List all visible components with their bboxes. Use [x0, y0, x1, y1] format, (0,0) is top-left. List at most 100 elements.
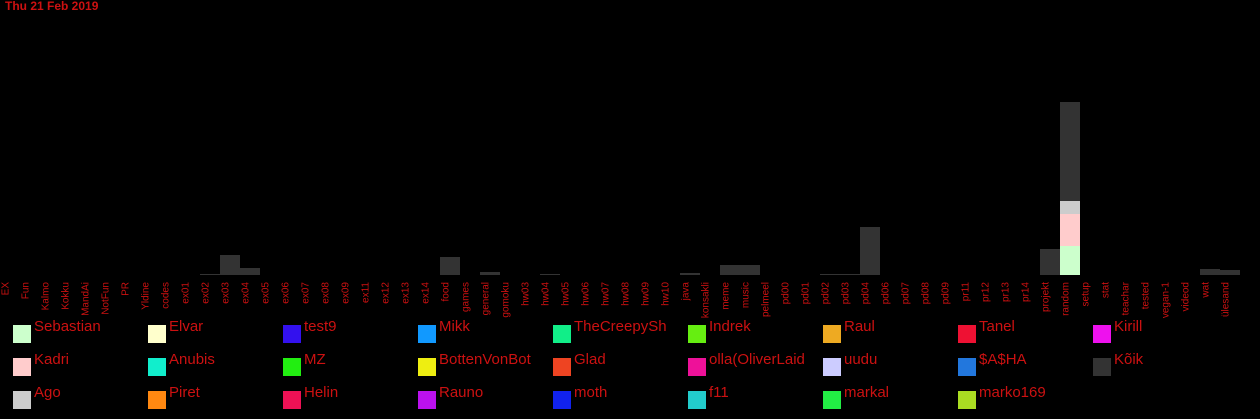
x-tick-label: pd08 — [921, 282, 932, 305]
legend-swatch — [688, 358, 706, 376]
x-tick-label: pr12 — [981, 282, 992, 302]
bar-segment — [840, 274, 860, 275]
x-tick-label: pd06 — [881, 282, 892, 305]
x-tick-label: stat — [1101, 282, 1112, 298]
legend-swatch — [1093, 358, 1111, 376]
x-tick-label: EX — [1, 282, 12, 296]
x-tick-label: konsakli — [701, 282, 712, 318]
legend-label: Kadri — [34, 351, 69, 368]
legend-swatch — [553, 325, 571, 343]
x-tick-label: projekt — [1041, 282, 1052, 312]
x-tick-label: ex13 — [401, 282, 412, 304]
legend-swatch — [823, 325, 841, 343]
x-tick-label: hw09 — [641, 282, 652, 306]
x-tick-label: ex02 — [201, 282, 212, 304]
legend-label: $A$HA — [979, 351, 1027, 368]
legend-swatch — [688, 391, 706, 409]
x-tick-label: hw05 — [561, 282, 572, 306]
legend-swatch — [958, 358, 976, 376]
bar-segment — [220, 255, 240, 275]
legend-label: Mikk — [439, 318, 470, 335]
legend-swatch — [418, 358, 436, 376]
legend-swatch — [1093, 325, 1111, 343]
x-tick-label: Yldine — [141, 282, 152, 310]
x-tick-label: pr13 — [1001, 282, 1012, 302]
legend-label: Anubis — [169, 351, 215, 368]
x-tick-label: ex05 — [261, 282, 272, 304]
x-tick-label: Fun — [21, 282, 32, 299]
legend-label: Raul — [844, 318, 875, 335]
x-tick-label: ex01 — [181, 282, 192, 304]
legend-label: MZ — [304, 351, 326, 368]
legend-label: uudu — [844, 351, 877, 368]
x-tick-label: ex14 — [421, 282, 432, 304]
x-tick-label: teachar — [1121, 281, 1132, 315]
legend-swatch — [823, 391, 841, 409]
x-tick-label: pd03 — [841, 282, 852, 305]
legend-label: TheCreepySh — [574, 318, 667, 335]
x-tick-label: pr11 — [961, 282, 972, 302]
bar-segment — [1060, 214, 1080, 246]
x-tick-label: hw08 — [621, 282, 632, 306]
legend-label: markal — [844, 384, 889, 401]
bar-segment — [1060, 201, 1080, 214]
legend-label: moth — [574, 384, 607, 401]
x-tick-label: games — [461, 282, 472, 312]
legend-label: Sebastian — [34, 318, 101, 335]
legend-label: olla(OliverLaid — [709, 351, 805, 368]
x-tick-label: ex09 — [341, 282, 352, 304]
bar-segment — [1060, 102, 1080, 201]
bar-segment — [480, 272, 500, 275]
legend-swatch — [148, 391, 166, 409]
bar-segment — [1200, 269, 1220, 275]
x-tick-label: NotFun — [101, 282, 112, 315]
legend-label: Piret — [169, 384, 201, 401]
legend-label: Glad — [574, 351, 606, 368]
legend-label: BottenVonBot — [439, 351, 532, 368]
legend-swatch — [13, 391, 31, 409]
x-tick-label: hw03 — [521, 282, 532, 306]
bar-segment — [440, 257, 460, 275]
bar-segment — [680, 273, 700, 275]
x-tick-label: ex11 — [361, 282, 372, 303]
x-tick-label: food — [441, 282, 452, 301]
bar-segment — [540, 274, 560, 275]
x-tick-label: music — [741, 282, 752, 308]
legend-label: f11 — [709, 384, 729, 401]
bar-segment — [740, 265, 760, 275]
legend-label: test9 — [304, 318, 337, 335]
x-tick-label: pd01 — [801, 282, 812, 305]
x-tick-label: pelmeel — [761, 282, 772, 317]
x-tick-label: pd04 — [861, 282, 872, 305]
legend-label: Kõik — [1114, 351, 1144, 368]
legend-label: Elvar — [169, 318, 203, 335]
legend-label: Rauno — [439, 384, 483, 401]
x-tick-label: random — [1061, 282, 1072, 316]
x-tick-label: Kokku — [61, 282, 72, 310]
legend-swatch — [418, 391, 436, 409]
legend-swatch — [958, 325, 976, 343]
bar-segment — [820, 274, 840, 275]
bar-segment — [200, 274, 220, 275]
x-tick-label: hw10 — [661, 282, 672, 306]
x-tick-label: videod — [1181, 282, 1192, 311]
x-tick-label: setup — [1081, 282, 1092, 307]
x-tick-label: hw07 — [601, 282, 612, 306]
x-tick-label: meme — [721, 282, 732, 310]
legend-label: Helin — [304, 384, 338, 401]
bar-segment — [1040, 249, 1060, 275]
x-tick-label: gomoku — [501, 282, 512, 318]
legend-swatch — [823, 358, 841, 376]
x-tick-label: pd02 — [821, 282, 832, 305]
x-tick-label: general — [481, 282, 492, 315]
chart-title: Thu 21 Feb 2019 — [5, 0, 99, 13]
legend-swatch — [283, 325, 301, 343]
legend-swatch — [688, 325, 706, 343]
x-tick-label: tested — [1141, 282, 1152, 309]
bar-segment — [1060, 246, 1080, 275]
legend-swatch — [148, 358, 166, 376]
x-tick-label: vegan-1 — [1161, 282, 1172, 319]
legend-label: Tanel — [979, 318, 1015, 335]
x-tick-label: hw06 — [581, 282, 592, 306]
x-tick-label: ex04 — [241, 282, 252, 304]
